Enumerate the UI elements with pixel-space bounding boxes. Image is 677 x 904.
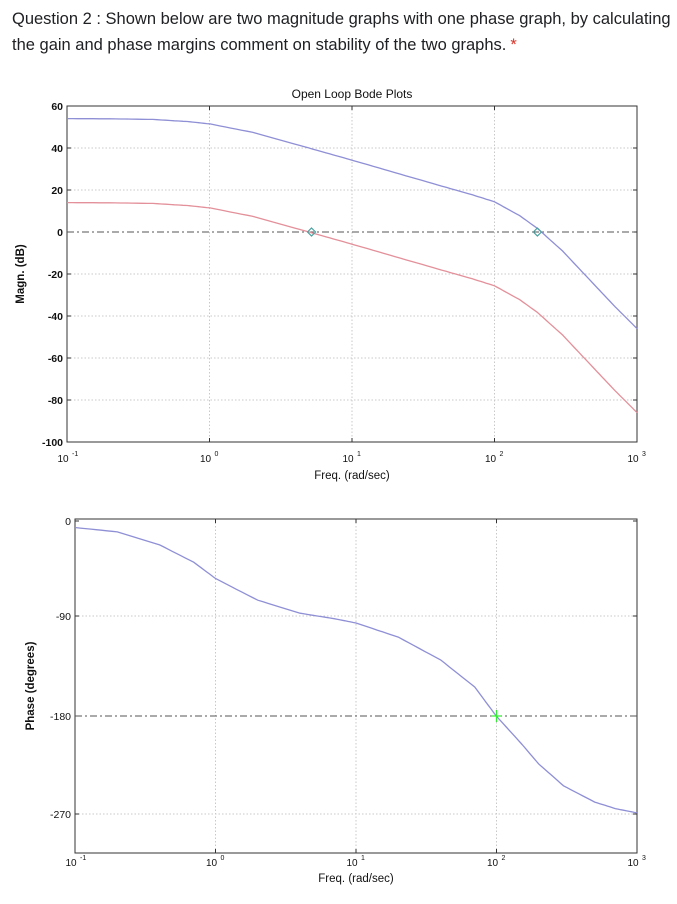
y-tick-label: -60 (48, 353, 63, 365)
series-line-2 (67, 201, 638, 414)
x-tick-exponent: 3 (642, 855, 646, 862)
x-tick-exponent: 2 (500, 451, 504, 458)
y-tick-label: -20 (48, 269, 63, 281)
y-axis-label: Phase (degrees) (25, 641, 37, 730)
y-tick-label: 0 (65, 516, 71, 528)
y-tick-label: 0 (57, 227, 63, 239)
y-tick-label: -270 (50, 809, 71, 821)
series-line-1 (74, 526, 638, 814)
y-tick-label: 60 (51, 101, 63, 113)
x-tick-exponent: 3 (642, 451, 646, 458)
x-tick-label: 10 (206, 858, 218, 869)
y-tick-label: -90 (56, 611, 71, 623)
x-axis-label: Freq. (rad/sec) (314, 470, 390, 482)
x-tick-label: 10 (627, 858, 639, 869)
x-tick-exponent: 2 (502, 855, 506, 862)
crossover-marker (491, 710, 502, 722)
crossing-marker (306, 227, 317, 237)
x-tick-label: 10 (342, 454, 354, 465)
question-text: Question 2 : Shown below are two magnitu… (12, 6, 672, 58)
chart-title: Open Loop Bode Plots (292, 87, 413, 101)
crossing-marker (532, 227, 543, 237)
x-tick-exponent: 0 (221, 855, 225, 862)
x-tick-exponent: -1 (80, 855, 86, 862)
x-tick-label: 10 (65, 858, 77, 869)
y-axis-label: Magn. (dB) (15, 244, 27, 304)
required-asterisk: * (510, 36, 517, 54)
question-body: Question 2 : Shown below are two magnitu… (12, 10, 671, 54)
x-tick-label: 10 (346, 858, 358, 869)
x-axis-label: Freq. (rad/sec) (318, 873, 394, 885)
x-tick-exponent: 1 (361, 855, 365, 862)
x-tick-label: 10 (627, 454, 639, 465)
magnitude-plot: 10 -1 10 0 10 1 10 2 10 36040200-20-40-60-80-100O… (15, 87, 646, 482)
plot-frame (74, 518, 638, 854)
x-tick-exponent: 1 (357, 451, 361, 458)
x-tick-label: 10 (57, 454, 69, 465)
x-tick-exponent: -1 (72, 451, 78, 458)
y-tick-label: -40 (48, 311, 63, 323)
y-tick-label: -180 (50, 711, 71, 723)
x-tick-label: 10 (487, 858, 499, 869)
x-tick-exponent: 0 (215, 451, 219, 458)
x-tick-label: 10 (200, 454, 212, 465)
y-tick-label: 20 (51, 185, 63, 197)
y-tick-label: -100 (42, 437, 63, 449)
x-tick-label: 10 (485, 454, 497, 465)
y-tick-label: 40 (51, 143, 63, 155)
y-tick-label: -80 (48, 395, 63, 407)
series-line-1 (67, 117, 638, 330)
